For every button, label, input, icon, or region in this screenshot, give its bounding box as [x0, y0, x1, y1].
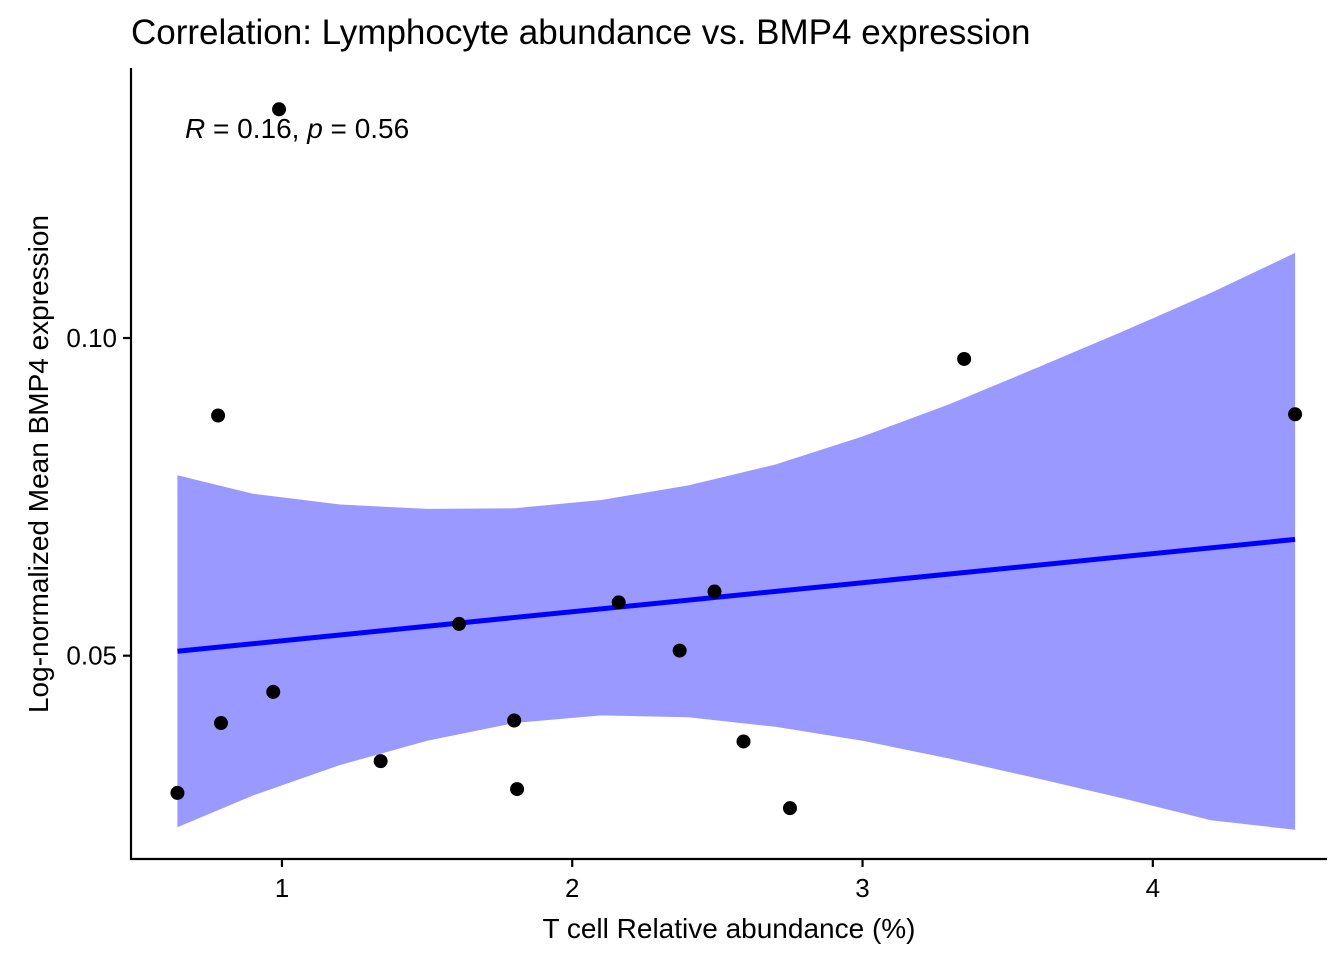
x-tick-label: 2 — [565, 873, 579, 903]
x-axis-ticks: 1 2 3 4 — [275, 859, 1160, 903]
data-point-13 — [736, 734, 751, 749]
data-points — [170, 102, 1303, 816]
confidence-ribbon — [177, 252, 1296, 830]
chart-title: Correlation: Lymphocyte abundance vs. BM… — [131, 13, 1030, 52]
x-tick-label: 1 — [275, 873, 289, 903]
data-point-9 — [510, 782, 525, 797]
data-point-6 — [373, 754, 388, 769]
data-point-5 — [272, 102, 287, 117]
p-symbol: p — [306, 113, 323, 144]
data-point-10 — [611, 595, 626, 610]
r-value: = 0.16, — [205, 113, 307, 144]
data-point-11 — [672, 643, 687, 658]
y-axis-ticks: 0.05 0.10 — [66, 323, 131, 671]
r-symbol: R — [185, 113, 205, 144]
regression-line — [177, 536, 1296, 654]
data-point-8 — [507, 713, 522, 728]
y-axis-label: Log-normalized Mean BMP4 expression — [23, 215, 54, 713]
x-tick-label: 4 — [1146, 873, 1160, 903]
x-tick-label: 3 — [855, 873, 869, 903]
plot-area — [170, 102, 1303, 830]
p-value: = 0.56 — [323, 113, 409, 144]
data-point-2 — [211, 408, 226, 423]
data-point-12 — [707, 584, 722, 599]
data-point-14 — [782, 801, 797, 816]
data-point-15 — [957, 351, 972, 366]
data-point-7 — [452, 616, 467, 631]
data-point-16 — [1288, 407, 1303, 422]
x-axis-label: T cell Relative abundance (%) — [542, 913, 915, 944]
y-tick-label: 0.05 — [66, 641, 117, 671]
correlation-annotation: R = 0.16, p = 0.56 — [185, 113, 409, 144]
data-point-4 — [266, 684, 281, 699]
data-point-3 — [213, 716, 228, 731]
data-point-1 — [170, 785, 185, 800]
y-tick-label: 0.10 — [66, 323, 117, 353]
